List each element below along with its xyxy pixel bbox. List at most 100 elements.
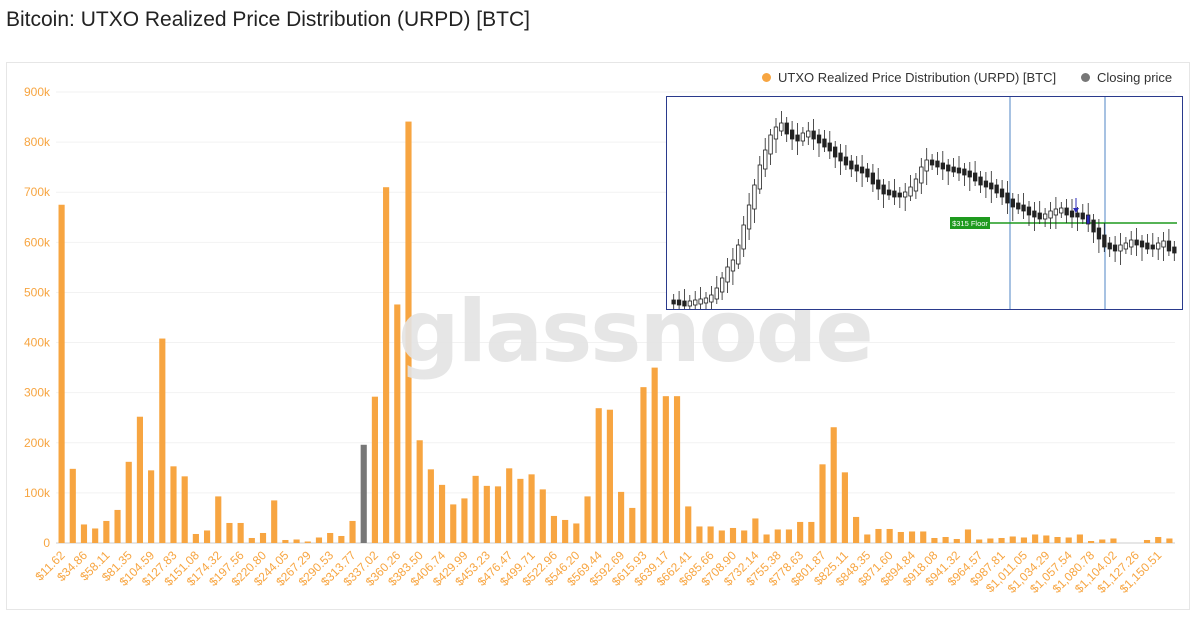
urpd-bar[interactable] <box>203 530 211 543</box>
urpd-bar[interactable] <box>304 541 311 544</box>
urpd-bar[interactable] <box>148 470 155 543</box>
urpd-bar[interactable] <box>69 468 76 543</box>
urpd-bar[interactable] <box>595 408 602 543</box>
urpd-bar[interactable] <box>461 498 468 543</box>
urpd-bar[interactable] <box>248 537 255 543</box>
urpd-bar[interactable] <box>1009 536 1016 543</box>
urpd-bar[interactable] <box>875 528 882 543</box>
urpd-bar[interactable] <box>1099 539 1106 543</box>
urpd-bar[interactable] <box>338 535 345 543</box>
urpd-bar[interactable] <box>58 204 65 543</box>
urpd-bar[interactable] <box>729 527 737 543</box>
urpd-bar[interactable] <box>271 500 278 543</box>
urpd-bar[interactable] <box>293 539 300 543</box>
urpd-bar[interactable] <box>103 520 110 543</box>
urpd-bar[interactable] <box>472 475 479 543</box>
urpd-bar[interactable] <box>830 427 837 543</box>
urpd-bar[interactable] <box>550 515 558 543</box>
urpd-bar[interactable] <box>1020 537 1028 543</box>
urpd-bar[interactable] <box>405 121 412 543</box>
urpd-bar[interactable] <box>673 396 681 543</box>
urpd-bar[interactable] <box>506 468 513 543</box>
urpd-bar[interactable] <box>450 504 457 543</box>
urpd-bar[interactable] <box>808 521 815 543</box>
urpd-bar[interactable] <box>998 537 1005 543</box>
urpd-bar[interactable] <box>562 519 569 543</box>
urpd-bar[interactable] <box>259 532 267 543</box>
urpd-bar[interactable] <box>371 396 378 543</box>
urpd-bar[interactable] <box>640 387 647 543</box>
urpd-bar[interactable] <box>125 461 132 543</box>
urpd-bar[interactable] <box>707 526 714 543</box>
urpd-bar[interactable] <box>226 522 233 543</box>
urpd-bar[interactable] <box>394 304 401 543</box>
urpd-bar[interactable] <box>987 538 994 543</box>
urpd-bar[interactable] <box>282 539 289 543</box>
urpd-bar[interactable] <box>517 478 524 543</box>
urpd-bar[interactable] <box>494 486 502 543</box>
urpd-bar[interactable] <box>953 538 960 543</box>
urpd-bar[interactable] <box>1143 539 1151 543</box>
urpd-bar[interactable] <box>438 484 446 543</box>
urpd-bar[interactable] <box>1054 536 1061 543</box>
urpd-bar[interactable] <box>427 469 434 543</box>
legend-item-urpd[interactable]: UTXO Realized Price Distribution (URPD) … <box>762 70 1056 85</box>
urpd-bar[interactable] <box>528 474 535 543</box>
urpd-bar[interactable] <box>897 531 904 543</box>
urpd-bar[interactable] <box>819 464 826 543</box>
urpd-bar[interactable] <box>573 523 580 543</box>
urpd-bar[interactable] <box>976 539 983 543</box>
urpd-bar[interactable] <box>606 409 613 543</box>
urpd-bar[interactable] <box>1032 534 1039 543</box>
urpd-bar[interactable] <box>651 367 658 543</box>
urpd-bar[interactable] <box>618 491 625 543</box>
urpd-bar[interactable] <box>1076 534 1083 543</box>
urpd-bar[interactable] <box>349 520 356 543</box>
urpd-bar[interactable] <box>181 476 188 543</box>
urpd-bar[interactable] <box>718 530 725 543</box>
urpd-bar[interactable] <box>785 529 793 543</box>
urpd-bar[interactable] <box>1166 538 1173 543</box>
urpd-bar[interactable] <box>741 530 748 543</box>
urpd-bar[interactable] <box>629 507 636 543</box>
urpd-bar[interactable] <box>383 187 390 543</box>
urpd-bar[interactable] <box>797 521 804 543</box>
urpd-bar[interactable] <box>1155 536 1162 543</box>
urpd-bar[interactable] <box>763 534 770 543</box>
urpd-bar[interactable] <box>136 416 143 543</box>
urpd-bar[interactable] <box>931 537 938 543</box>
urpd-bar[interactable] <box>114 509 121 543</box>
urpd-bar[interactable] <box>886 528 893 543</box>
legend-item-closing-price[interactable]: Closing price <box>1081 70 1172 85</box>
urpd-bar[interactable] <box>237 522 244 543</box>
urpd-bar[interactable] <box>315 537 323 543</box>
urpd-bar[interactable] <box>92 528 99 543</box>
urpd-bar[interactable] <box>80 524 88 543</box>
urpd-bar[interactable] <box>483 485 490 543</box>
urpd-bar[interactable] <box>774 529 781 543</box>
urpd-bar[interactable] <box>685 506 692 543</box>
urpd-bar[interactable] <box>696 526 703 543</box>
urpd-bar[interactable] <box>752 518 759 543</box>
urpd-bar[interactable] <box>170 466 177 543</box>
urpd-bar[interactable] <box>920 531 927 543</box>
urpd-bar[interactable] <box>1065 537 1072 543</box>
urpd-bar[interactable] <box>1110 538 1117 543</box>
urpd-bar[interactable] <box>192 533 199 543</box>
closing-price-bar[interactable] <box>360 444 367 543</box>
urpd-bar[interactable] <box>662 396 669 543</box>
urpd-bar[interactable] <box>1043 535 1050 543</box>
urpd-bar[interactable] <box>584 496 591 543</box>
urpd-bar[interactable] <box>416 440 423 543</box>
urpd-bar[interactable] <box>853 516 860 543</box>
urpd-bar[interactable] <box>159 338 166 543</box>
urpd-bar[interactable] <box>942 536 949 543</box>
urpd-bar[interactable] <box>215 496 222 543</box>
urpd-bar[interactable] <box>539 489 546 543</box>
urpd-bar[interactable] <box>908 531 916 543</box>
urpd-bar[interactable] <box>1088 541 1095 543</box>
urpd-bar[interactable] <box>327 532 334 543</box>
urpd-bar[interactable] <box>841 472 848 543</box>
urpd-bar[interactable] <box>964 529 972 543</box>
urpd-bar[interactable] <box>864 534 871 543</box>
